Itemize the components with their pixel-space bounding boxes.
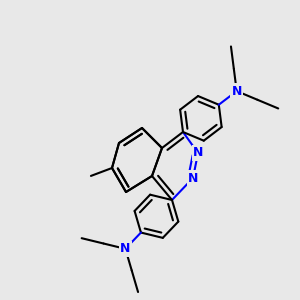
Text: N: N — [120, 242, 130, 255]
Text: N: N — [188, 172, 198, 184]
Text: N: N — [193, 146, 203, 160]
Text: N: N — [232, 85, 242, 98]
